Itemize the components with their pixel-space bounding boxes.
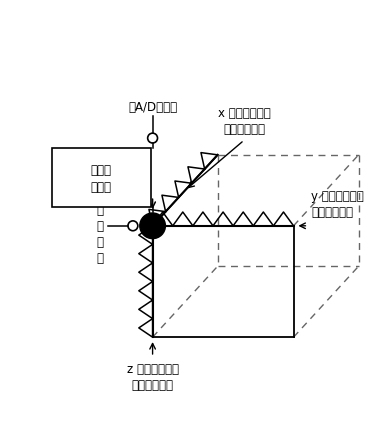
Text: z 轴方向超声波
接收探头阵列: z 轴方向超声波 接收探头阵列 <box>127 362 178 391</box>
Text: 接A/D转换器: 接A/D转换器 <box>128 101 177 114</box>
Text: 阻抗匹
配电路: 阻抗匹 配电路 <box>91 163 112 193</box>
Text: 接
电
源
模
块: 接 电 源 模 块 <box>96 188 103 265</box>
Text: x 轴方向超声波
接收探头阵列: x 轴方向超声波 接收探头阵列 <box>218 107 271 136</box>
Text: y 轴方向超声波
接收探头阵列: y 轴方向超声波 接收探头阵列 <box>311 190 364 219</box>
Circle shape <box>140 213 165 239</box>
Bar <box>52 149 151 207</box>
